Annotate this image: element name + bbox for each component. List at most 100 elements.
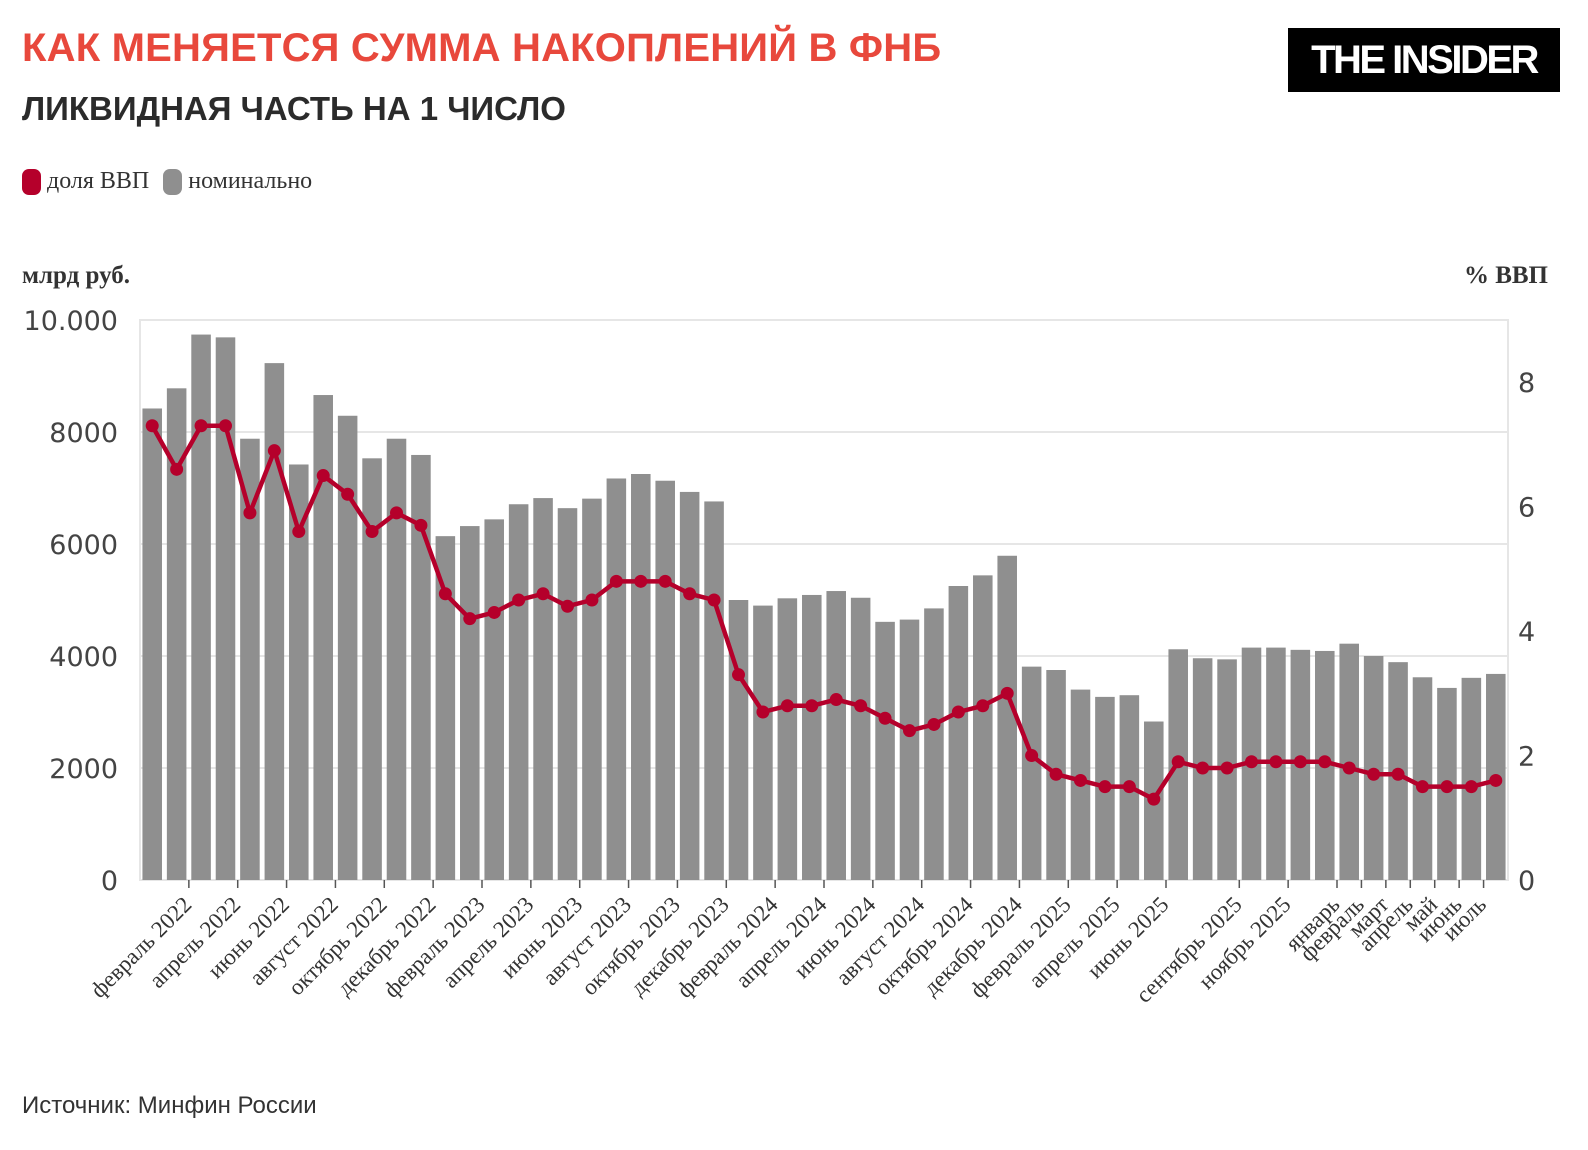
- left-axis-title: млрд руб.: [22, 262, 131, 289]
- point-share-gdp: [512, 593, 526, 607]
- legend-swatch-nominal: [163, 168, 183, 195]
- point-share-gdp: [219, 419, 232, 433]
- point-share-gdp: [243, 506, 257, 520]
- point-share-gdp: [1049, 767, 1063, 781]
- bar-nominal: [1021, 666, 1042, 880]
- point-share-gdp: [780, 699, 794, 713]
- bar-nominal: [728, 600, 749, 880]
- bar-nominal: [1412, 677, 1433, 880]
- the-insider-logo: THE INSIDER: [1288, 28, 1560, 92]
- point-share-gdp: [1318, 755, 1332, 769]
- point-share-gdp: [683, 587, 697, 601]
- bar-nominal: [460, 526, 480, 880]
- point-share-gdp: [463, 612, 477, 626]
- right-tick-label: 6: [1518, 493, 1535, 524]
- bar-nominal: [166, 388, 187, 880]
- chart-subtitle: ЛИКВИДНАЯ ЧАСТЬ НА 1 ЧИСЛО: [22, 90, 566, 127]
- left-tick-label: 8000: [49, 418, 118, 449]
- bar-nominal: [631, 474, 651, 880]
- point-share-gdp: [438, 587, 452, 601]
- bar-nominal: [435, 536, 456, 880]
- point-share-gdp: [1220, 761, 1234, 775]
- bar-nominal: [508, 504, 529, 880]
- bar-nominal: [899, 619, 920, 880]
- legend-label-nominal: номинально: [188, 168, 313, 194]
- point-share-gdp: [561, 599, 574, 613]
- bar-nominal: [997, 555, 1017, 880]
- point-share-gdp: [927, 717, 941, 731]
- point-share-gdp: [585, 593, 599, 607]
- point-share-gdp: [1464, 780, 1478, 794]
- point-share-gdp: [341, 487, 355, 501]
- point-share-gdp: [903, 724, 916, 738]
- point-share-gdp: [609, 574, 623, 588]
- bar-nominal: [1461, 677, 1482, 880]
- point-share-gdp: [829, 693, 843, 707]
- bar-nominal: [606, 478, 627, 880]
- point-share-gdp: [390, 506, 403, 520]
- chart-title: КАК МЕНЯЕТСЯ СУММА НАКОПЛЕНИЙ В ФНБ: [22, 26, 942, 70]
- bar-nominal: [753, 605, 773, 880]
- right-tick-label: 2: [1518, 742, 1535, 773]
- point-share-gdp: [1122, 780, 1136, 794]
- bar-nominal: [289, 464, 309, 880]
- right-tick-label: 4: [1518, 617, 1535, 648]
- point-share-gdp: [316, 469, 330, 483]
- point-share-gdp: [1098, 780, 1112, 794]
- bar-nominal: [704, 501, 724, 880]
- point-share-gdp: [536, 587, 550, 601]
- point-share-gdp: [658, 574, 672, 588]
- bar-nominal: [386, 438, 407, 880]
- bar-nominal: [777, 598, 798, 880]
- point-share-gdp: [732, 668, 745, 682]
- point-share-gdp: [1196, 761, 1210, 775]
- point-share-gdp: [1489, 773, 1503, 787]
- left-tick-label: 6000: [49, 530, 118, 561]
- legend-swatch-share-gdp: [22, 168, 41, 195]
- point-share-gdp: [1342, 761, 1356, 775]
- bar-nominal: [679, 491, 700, 880]
- point-share-gdp: [365, 525, 379, 539]
- left-tick-label: 10.000: [24, 306, 118, 337]
- point-share-gdp: [1171, 755, 1185, 769]
- point-share-gdp: [878, 711, 892, 725]
- point-share-gdp: [1000, 686, 1014, 700]
- bar-nominal: [582, 498, 602, 880]
- legend-item-share-gdp: доля ВВП: [22, 168, 149, 195]
- bar-nominal: [264, 363, 285, 880]
- point-share-gdp: [634, 574, 648, 588]
- point-share-gdp: [194, 419, 208, 433]
- bar-nominal: [313, 395, 333, 880]
- bar-nominal: [802, 594, 822, 880]
- bar-nominal: [533, 498, 553, 880]
- right-tick-label: 8: [1518, 368, 1535, 399]
- logo-text: THE INSIDER: [1311, 37, 1539, 82]
- left-tick-label: 4000: [49, 642, 118, 673]
- point-share-gdp: [1245, 755, 1258, 769]
- point-share-gdp: [976, 699, 990, 713]
- point-share-gdp: [854, 699, 868, 713]
- legend: доля ВВП номинально: [22, 168, 326, 195]
- point-share-gdp: [1025, 749, 1039, 763]
- bar-nominal: [191, 334, 211, 880]
- point-share-gdp: [805, 699, 819, 713]
- point-share-gdp: [1293, 755, 1307, 769]
- bar-nominal: [362, 458, 382, 880]
- point-share-gdp: [1391, 767, 1405, 781]
- bar-nominal: [215, 337, 236, 880]
- point-share-gdp: [1147, 792, 1161, 806]
- right-axis-title: % ВВП: [1463, 262, 1548, 289]
- bar-nominal: [875, 621, 895, 880]
- bar-nominal: [557, 508, 578, 880]
- bar-nominal: [337, 415, 358, 880]
- point-share-gdp: [487, 605, 501, 619]
- point-share-gdp: [414, 518, 428, 532]
- bar-nominal: [826, 591, 846, 880]
- point-share-gdp: [1269, 755, 1283, 769]
- bar-nominal: [142, 408, 162, 880]
- bar-nominal: [655, 480, 675, 880]
- point-share-gdp: [1367, 767, 1381, 781]
- point-share-gdp: [756, 705, 770, 719]
- bar-nominal: [484, 519, 504, 880]
